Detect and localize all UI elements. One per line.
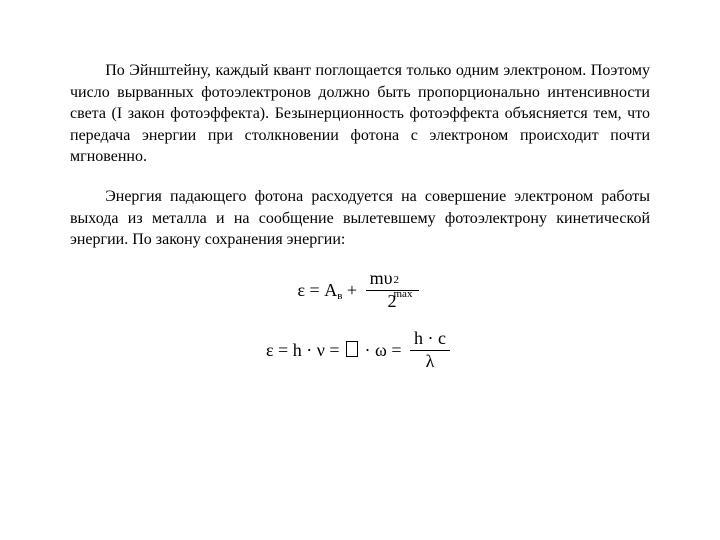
paragraph-1: По Эйнштейну, каждый квант поглощается т… <box>70 60 650 168</box>
eq1-epsilon: ε <box>297 280 305 300</box>
eq2-omega: ω <box>375 340 387 360</box>
eq1-plus: + <box>347 280 357 300</box>
eq2-num-dot: · <box>428 328 434 348</box>
eq1-fraction: mυ2max 2 <box>366 269 419 312</box>
eq1-num-m: m <box>370 268 384 288</box>
paragraph-2: Энергия падающего фотона расходуется на … <box>70 186 650 251</box>
eq2-num-h: h <box>414 328 423 348</box>
eq1-A-sub: в <box>337 290 342 302</box>
eq2-h: h <box>293 340 302 360</box>
eq2-epsilon: ε <box>266 340 274 360</box>
eq1-num-sub: max <box>394 288 413 300</box>
eq1-equals: = <box>310 280 320 300</box>
eq2-dot-2: · <box>365 340 371 360</box>
eq1-num-v: υ <box>384 268 393 288</box>
eq2-hbar-glyph <box>346 341 358 357</box>
eq2-num-c: c <box>438 328 446 348</box>
eq2-equals-3: = <box>391 340 401 360</box>
eq2-dot-1: · <box>306 340 312 360</box>
equation-1: ε = Aв + mυ2max 2 <box>70 269 650 312</box>
eq2-equals-2: = <box>329 340 339 360</box>
page: По Эйнштейну, каждый квант поглощается т… <box>0 0 720 422</box>
eq2-equals-1: = <box>278 340 288 360</box>
eq1-num-sup: 2 <box>394 274 400 286</box>
equation-2: ε = h · ν = · ω = h · c λ <box>70 329 650 372</box>
eq2-den: λ <box>410 351 450 372</box>
eq2-nu: ν <box>317 340 325 360</box>
eq2-fraction: h · c λ <box>410 329 450 372</box>
eq1-A: A <box>324 280 337 300</box>
